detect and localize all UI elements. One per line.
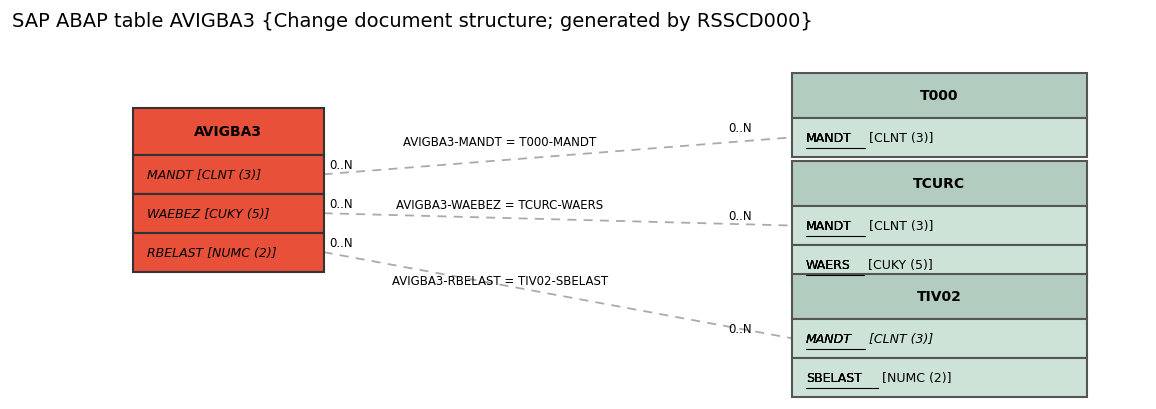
Polygon shape [133,194,324,233]
Text: TCURC: TCURC [913,177,965,191]
Text: 0..N: 0..N [329,159,353,171]
Text: MANDT [CLNT (3)]: MANDT [CLNT (3)] [806,220,920,232]
Polygon shape [133,108,324,155]
Text: WAERS: WAERS [806,258,851,271]
Text: SBELAST [NUMC (2)]: SBELAST [NUMC (2)] [806,371,935,384]
Polygon shape [792,319,1087,358]
Text: 0..N: 0..N [728,122,751,135]
Text: MANDT: MANDT [806,332,852,345]
Text: [CLNT (3)]: [CLNT (3)] [865,332,933,345]
Polygon shape [133,233,324,272]
Text: MANDT: MANDT [806,332,852,345]
Text: MANDT: MANDT [806,132,852,144]
Text: WAERS: WAERS [806,258,851,271]
Text: [CUKY (5)]: [CUKY (5)] [864,258,933,271]
Text: MANDT [CLNT (3)]: MANDT [CLNT (3)] [806,332,920,345]
Text: AVIGBA3-MANDT = T000-MANDT: AVIGBA3-MANDT = T000-MANDT [403,135,596,148]
Text: MANDT: MANDT [806,220,852,232]
Polygon shape [792,358,1087,397]
Text: [CLNT (3)]: [CLNT (3)] [865,220,933,232]
Text: [NUMC (2)]: [NUMC (2)] [879,371,951,384]
Text: 0..N: 0..N [329,236,353,249]
Text: TIV02: TIV02 [917,290,962,303]
Text: T000: T000 [920,89,958,103]
Text: MANDT: MANDT [806,220,852,232]
Text: SBELAST: SBELAST [806,371,861,384]
Polygon shape [792,119,1087,157]
Text: SBELAST: SBELAST [806,371,861,384]
Polygon shape [792,245,1087,284]
Polygon shape [792,207,1087,245]
Polygon shape [133,155,324,194]
Text: SAP ABAP table AVIGBA3 {Change document structure; generated by RSSCD000}: SAP ABAP table AVIGBA3 {Change document … [12,12,813,31]
Text: MANDT: MANDT [806,332,852,345]
Text: WAERS [CUKY (5)]: WAERS [CUKY (5)] [806,258,919,271]
Text: SBELAST: SBELAST [806,371,861,384]
Text: AVIGBA3: AVIGBA3 [194,125,262,139]
Text: [CLNT (3)]: [CLNT (3)] [865,132,933,144]
Text: MANDT: MANDT [806,132,852,144]
Text: MANDT [CLNT (3)]: MANDT [CLNT (3)] [147,169,261,181]
Text: MANDT: MANDT [806,132,852,144]
Text: RBELAST [NUMC (2)]: RBELAST [NUMC (2)] [147,246,276,259]
Text: MANDT [CLNT (3)]: MANDT [CLNT (3)] [806,132,920,144]
Text: 0..N: 0..N [329,198,353,210]
Text: WAERS: WAERS [806,258,851,271]
Polygon shape [792,274,1087,319]
Polygon shape [792,162,1087,207]
Text: AVIGBA3-RBELAST = TIV02-SBELAST: AVIGBA3-RBELAST = TIV02-SBELAST [392,274,608,287]
Text: MANDT: MANDT [806,220,852,232]
Text: WAEBEZ [CUKY (5)]: WAEBEZ [CUKY (5)] [147,207,269,220]
Text: 0..N: 0..N [728,210,751,222]
Polygon shape [792,74,1087,119]
Text: AVIGBA3-WAEBEZ = TCURC-WAERS: AVIGBA3-WAEBEZ = TCURC-WAERS [397,199,603,212]
Text: 0..N: 0..N [728,322,751,335]
